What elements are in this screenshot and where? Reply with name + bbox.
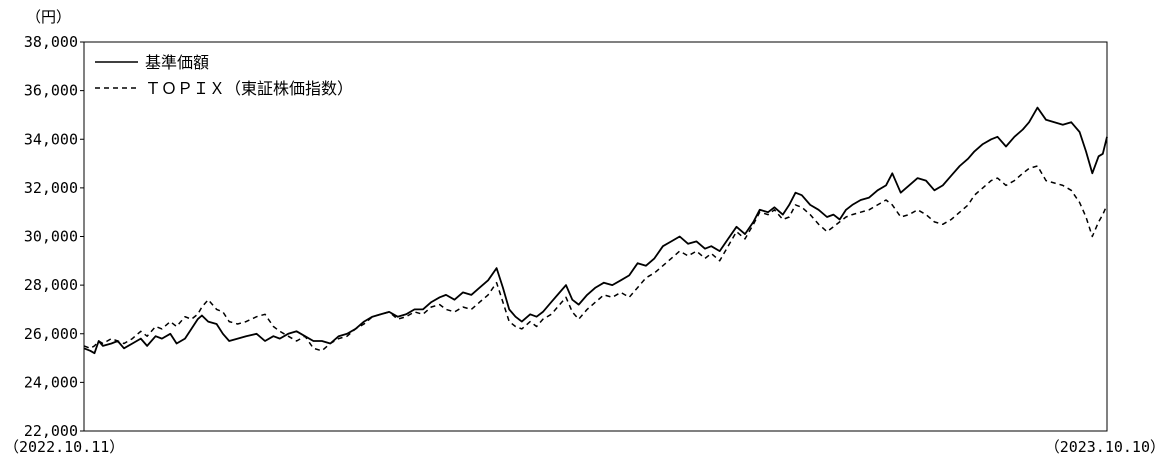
- y-tick-label: 26,000: [24, 325, 78, 343]
- y-axis-ticks: 22,000 24,000 26,000 28,000 30,000 32,000 34,0…: [24, 33, 84, 440]
- y-tick-label: 38,000: [24, 33, 78, 51]
- y-tick-label: 22,000: [24, 422, 78, 440]
- legend: 基準価額 ＴＯＰＩＸ（東証株価指数）: [95, 53, 353, 98]
- y-tick-label: 32,000: [24, 179, 78, 197]
- series-layer: [83, 106, 1108, 355]
- y-tick-label: 36,000: [24, 82, 78, 100]
- plot-area-frame: [83, 41, 1108, 432]
- y-tick-label: 30,000: [24, 228, 78, 246]
- legend-label-topix: ＴＯＰＩＸ（東証株価指数）: [145, 79, 353, 98]
- y-unit-label: （円）: [26, 8, 71, 26]
- x-start-label: （2022.10.11）: [4, 438, 124, 456]
- y-tick-label: 28,000: [24, 276, 78, 294]
- y-tick-label: 24,000: [24, 373, 78, 391]
- series-line-topix: [83, 165, 1108, 352]
- y-tick-label: 34,000: [24, 130, 78, 148]
- legend-label-nav: 基準価額: [145, 53, 209, 72]
- x-end-label: （2023.10.10）: [1045, 438, 1165, 456]
- series-line-nav: [83, 106, 1108, 355]
